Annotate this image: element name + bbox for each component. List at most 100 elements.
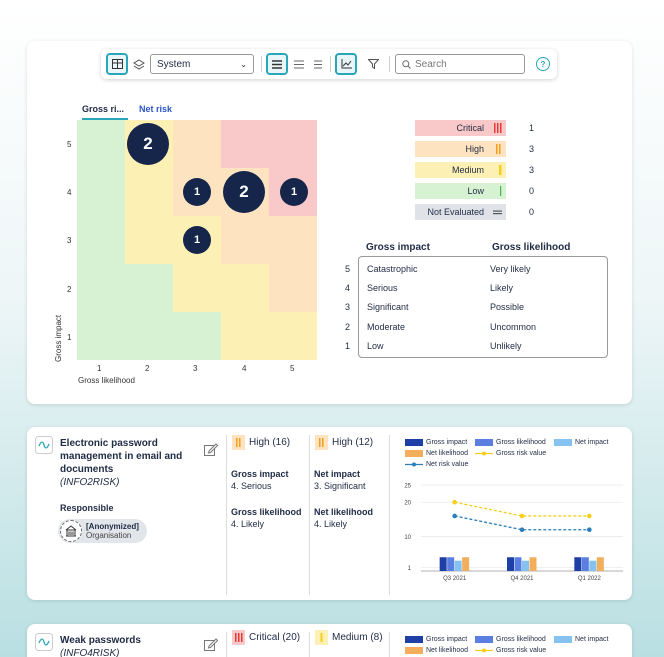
chart-view-button[interactable] xyxy=(335,53,357,75)
likelihood-value: Likely xyxy=(490,283,514,293)
matrix-cell[interactable] xyxy=(269,120,317,168)
search-input[interactable]: Search xyxy=(395,54,525,74)
y-tick-label: 25 xyxy=(404,484,411,490)
avatar xyxy=(60,520,82,542)
risk-title[interactable]: Electronic password management in email … xyxy=(60,437,182,489)
bar xyxy=(581,557,589,571)
y-tick: 2 xyxy=(67,285,72,294)
matrix-cell[interactable] xyxy=(269,216,317,264)
risk-title[interactable]: Weak passwords (INFO4RISK) xyxy=(60,634,141,657)
legend-not-evaluated[interactable]: Not Evaluated xyxy=(415,204,506,220)
layers-view-button[interactable] xyxy=(128,53,150,75)
risk-code: (INFO4RISK) xyxy=(60,648,120,657)
legend-gross-likelihood: Gross likelihood xyxy=(475,439,546,446)
owner-chip[interactable]: [Anonymized] Organisation xyxy=(58,519,147,543)
impact-value: Significant xyxy=(367,302,409,312)
x-tick: 5 xyxy=(290,364,295,373)
legend-label: Not Evaluated xyxy=(427,207,484,217)
trend-icon xyxy=(35,436,53,454)
risk-card[interactable]: Electronic password management in email … xyxy=(27,427,632,600)
row-number: 3 xyxy=(345,302,351,312)
net-impact-value: 3. Significant xyxy=(314,481,366,491)
matrix-cell[interactable] xyxy=(77,312,125,360)
edit-icon[interactable] xyxy=(204,638,218,651)
legend-gross-risk-value: Gross risk value xyxy=(475,647,546,654)
bar xyxy=(589,560,597,571)
gross-level-label: High (16) xyxy=(249,437,291,448)
list-view-button[interactable] xyxy=(266,53,288,75)
matrix-cell[interactable] xyxy=(125,312,173,360)
risk-card[interactable]: Weak passwords (INFO4RISK) Critical (20)… xyxy=(27,624,632,657)
matrix-cell[interactable] xyxy=(269,312,317,360)
matrix-cell[interactable] xyxy=(221,264,269,312)
tab-net-risk[interactable]: Net risk xyxy=(139,104,173,114)
matrix-cell[interactable] xyxy=(125,168,173,216)
matrix-cell[interactable] xyxy=(221,120,269,168)
matrix-cell[interactable] xyxy=(221,312,269,360)
risk-title-line: Weak passwords xyxy=(60,635,141,646)
x-tick: 4 xyxy=(242,364,247,373)
help-icon[interactable]: ? xyxy=(536,57,550,71)
medium-level-icon xyxy=(499,165,502,175)
legend-low[interactable]: Low xyxy=(415,183,506,199)
legend-medium[interactable]: Medium xyxy=(415,162,506,178)
gross-level-label: Critical (20) xyxy=(249,632,301,643)
compact-list-button[interactable] xyxy=(288,53,310,75)
matrix-cell[interactable] xyxy=(173,312,221,360)
data-point xyxy=(519,513,525,519)
filter-button[interactable] xyxy=(362,53,384,75)
compact-list-icon xyxy=(294,60,304,68)
trend-icon xyxy=(35,633,53,651)
gross-likelihood-value: 4. Likely xyxy=(231,519,265,529)
filter-icon xyxy=(367,59,379,69)
x-tick-label: Q1 2022 xyxy=(578,576,602,582)
gross-impact-label: Gross impact xyxy=(231,469,289,479)
matrix-cell[interactable] xyxy=(77,168,125,216)
matrix-cell[interactable] xyxy=(77,216,125,264)
matrix-cell[interactable] xyxy=(173,120,221,168)
gross-likelihood-label: Gross likelihood xyxy=(231,507,302,517)
system-select-value: System xyxy=(157,58,191,70)
legend-count: 3 xyxy=(529,144,535,154)
matrix-cell[interactable] xyxy=(173,264,221,312)
matrix-cell[interactable] xyxy=(221,216,269,264)
risk-count-bubble[interactable]: 2 xyxy=(127,123,169,165)
risk-count-bubble[interactable]: 1 xyxy=(183,178,211,206)
critical-level-icon xyxy=(232,630,245,645)
risk-count-bubble[interactable]: 1 xyxy=(183,226,211,254)
legend-net-impact: Net impact xyxy=(554,439,608,446)
critical-level-icon xyxy=(494,123,502,133)
x-tick-label: Q4 2021 xyxy=(510,576,534,582)
risk-title-line: Electronic password xyxy=(60,438,158,449)
matrix-cell[interactable] xyxy=(125,216,173,264)
tab-gross-risk[interactable]: Gross ri... xyxy=(82,104,128,120)
matrix-cell[interactable] xyxy=(125,264,173,312)
risk-count-bubble[interactable]: 2 xyxy=(223,171,265,213)
legend-high[interactable]: High xyxy=(415,141,506,157)
bar xyxy=(514,557,522,571)
legend-gross-impact: Gross impact xyxy=(405,636,467,643)
net-level-label: Medium (8) xyxy=(332,632,383,643)
matrix-cell[interactable] xyxy=(269,264,317,312)
system-select[interactable]: System ⌄ xyxy=(150,54,254,74)
chevron-down-icon: ⌄ xyxy=(240,59,247,69)
legend-critical[interactable]: Critical xyxy=(415,120,506,136)
matrix-cell[interactable] xyxy=(77,120,125,168)
low-level-icon xyxy=(500,186,502,196)
bar xyxy=(439,557,447,571)
legend-label: Low xyxy=(467,186,484,196)
legend-count: 0 xyxy=(529,186,535,196)
net-level: Medium (8) xyxy=(315,630,383,645)
impact-value: Moderate xyxy=(367,322,406,332)
gross-level: High (16) xyxy=(232,435,290,450)
net-level: High (12) xyxy=(315,435,373,450)
detail-list-button[interactable] xyxy=(307,53,329,75)
edit-icon[interactable] xyxy=(204,443,218,456)
high-level-icon xyxy=(315,435,328,450)
divider xyxy=(309,435,310,595)
table-view-button[interactable] xyxy=(106,53,128,75)
matrix-cell[interactable] xyxy=(77,264,125,312)
y-tick-label: 10 xyxy=(404,535,411,541)
risk-count-bubble[interactable]: 1 xyxy=(280,178,308,206)
owner-type: Organisation xyxy=(86,531,132,540)
